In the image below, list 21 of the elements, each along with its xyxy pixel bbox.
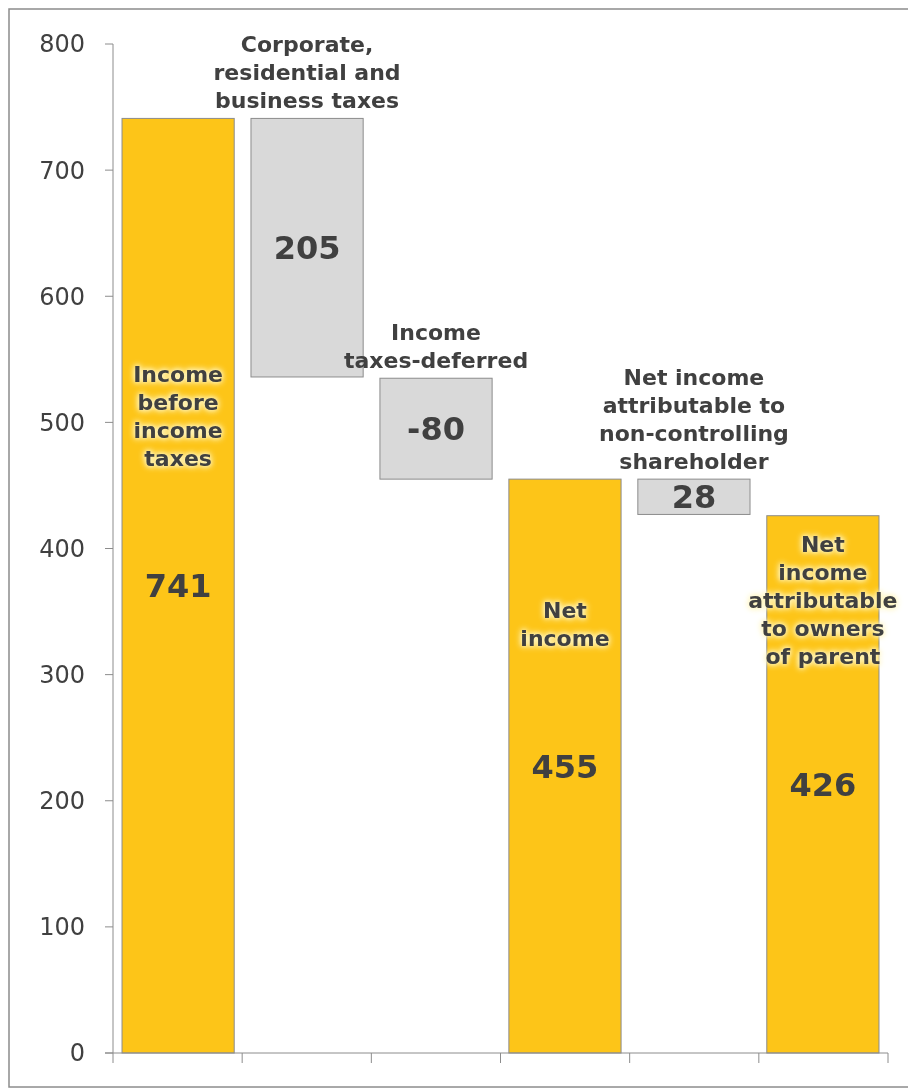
annotation: Income before income taxes [133, 361, 224, 471]
y-tick-label: 800 [39, 30, 85, 59]
y-tick-label: 100 [39, 913, 85, 942]
y-tick-label: 200 [39, 787, 85, 816]
bar [379, 377, 493, 480]
data-label: 205 [273, 229, 341, 268]
y-tick-label: 700 [39, 156, 85, 185]
y-tick-label: 300 [39, 661, 85, 690]
data-label: 426 [789, 765, 857, 804]
data-label: 741 [144, 567, 212, 606]
y-tick-label: 500 [39, 408, 85, 437]
y-tick-label: 600 [39, 282, 85, 311]
data-label: -80 [407, 410, 465, 449]
data-label: 28 [671, 478, 717, 517]
annotation: Net income [520, 598, 610, 652]
annotation: Net income attributable to non-controlling shareholder [598, 365, 789, 475]
annotation: Income taxes-deferred [343, 320, 529, 374]
data-label: 455 [531, 747, 599, 786]
annotation: Corporate, residential and business taxes [213, 32, 401, 114]
y-tick-label: 0 [69, 1039, 85, 1068]
y-tick-label: 400 [39, 534, 85, 563]
